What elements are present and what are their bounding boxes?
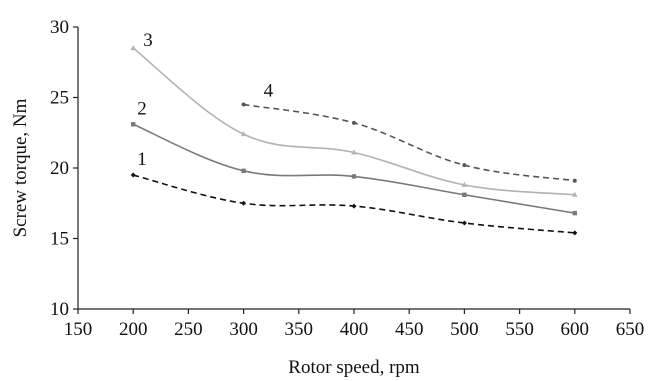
x-tick-label: 300 [229, 319, 258, 340]
x-tick-label: 600 [561, 319, 590, 340]
data-point [572, 230, 578, 236]
data-point [461, 181, 468, 187]
axes: 150 200 250 300 350 400 450 500 550 600 650 10 15 20 2… [50, 17, 644, 340]
y-axis-title: Screw torque, Nm [10, 98, 31, 237]
x-tick-label: 550 [505, 319, 534, 340]
series-line [132, 123, 575, 214]
data-point [351, 149, 357, 155]
series-4 [241, 102, 577, 183]
data-point [351, 203, 357, 209]
data-point [241, 200, 247, 206]
data-point [572, 210, 577, 216]
y-tick-label: 10 [50, 299, 69, 320]
data-point [462, 192, 467, 197]
data-point [572, 191, 578, 197]
y-tick-label: 25 [50, 88, 69, 109]
data-point [351, 174, 357, 179]
series-label-4: 4 [264, 81, 274, 102]
data-point [130, 172, 136, 178]
x-tick-label: 150 [64, 319, 93, 340]
data-point [240, 131, 247, 137]
x-tick-label: 450 [395, 319, 424, 340]
data-point [131, 122, 136, 127]
series-group [130, 45, 578, 236]
y-tick-label: 20 [50, 158, 69, 179]
x-tick-label: 400 [340, 319, 369, 340]
series-label-2: 2 [137, 98, 147, 119]
x-axis-title: Rotor speed, rpm [288, 357, 420, 378]
data-point [352, 120, 356, 125]
series-line [243, 103, 575, 182]
series-2 [131, 122, 577, 216]
x-tick-label: 350 [285, 319, 314, 340]
data-point [241, 168, 246, 174]
labels: 1 2 3 4 [137, 30, 273, 170]
x-tick-label: 650 [616, 319, 645, 340]
series-label-1: 1 [137, 149, 147, 170]
y-tick-label: 15 [50, 229, 69, 250]
data-point [462, 163, 467, 168]
x-tick-label: 250 [174, 319, 203, 340]
series-1 [130, 172, 578, 236]
data-point [461, 220, 467, 226]
data-point [572, 178, 577, 183]
x-tick-label: 500 [450, 319, 479, 340]
data-point [241, 102, 246, 107]
y-tick-label: 30 [50, 17, 69, 38]
series-label-3: 3 [143, 30, 153, 51]
data-point [130, 45, 136, 51]
x-tick-label: 200 [119, 319, 148, 340]
series-3 [130, 45, 578, 197]
